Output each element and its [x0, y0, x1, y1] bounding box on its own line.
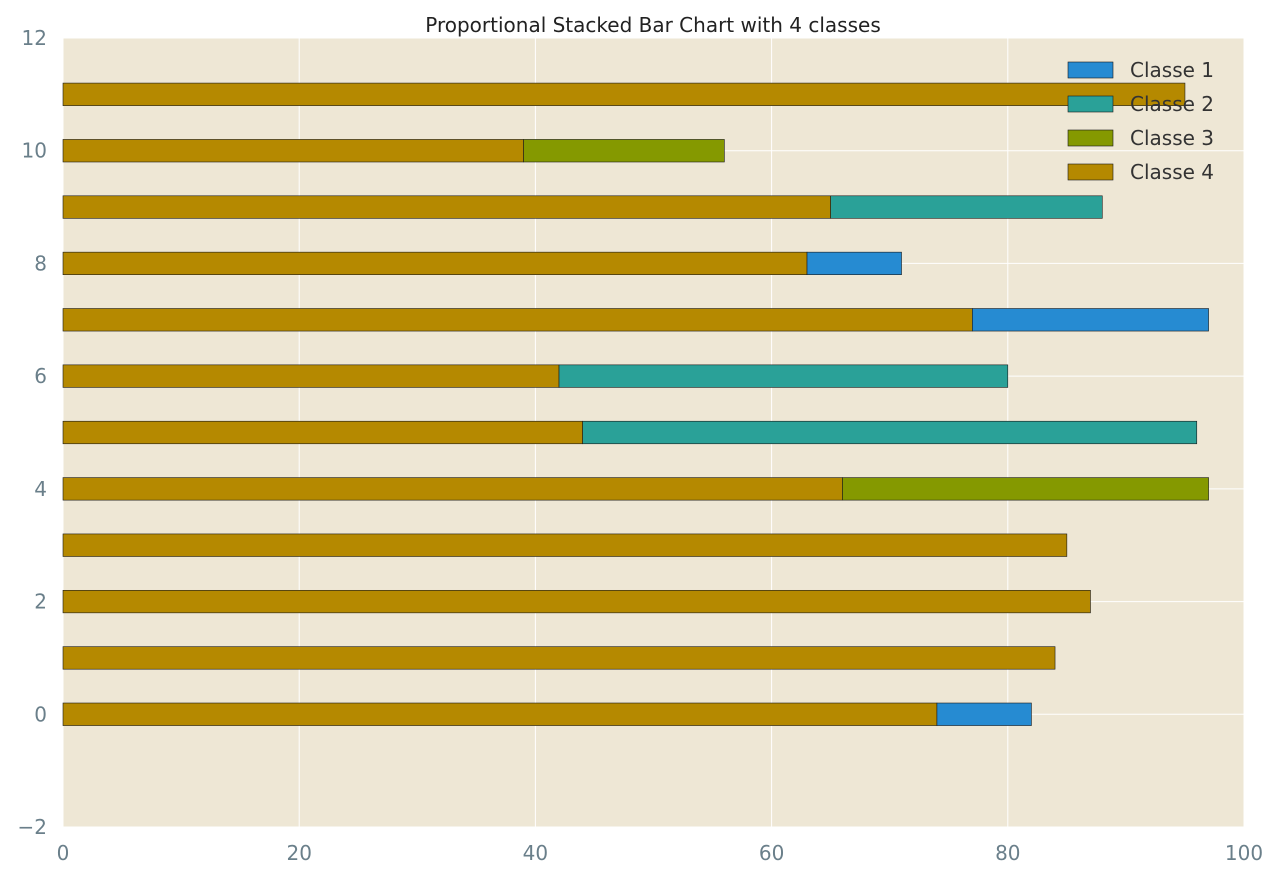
y-tick-label: 12: [22, 26, 47, 50]
axes: 0 20 40 60 80 100 −2 0 2 4 6 8 10 12: [18, 26, 1264, 865]
legend-swatch: [1067, 129, 1114, 147]
bar-segment-classe-4-row-10: [62, 139, 524, 163]
bar-segment-classe-4-row-3: [62, 533, 1068, 557]
bar-segment-classe-4-row-1: [62, 646, 1056, 670]
bar-segment-classe-4-row-9: [62, 195, 831, 219]
bar-segment-classe-2-row-9: [830, 195, 1103, 219]
bar-segment-classe-4-row-11: [62, 82, 1186, 106]
bar-segment-classe-3-row-4: [842, 477, 1209, 501]
bar-segment-classe-2-row-5: [582, 420, 1198, 445]
chart-title: Proportional Stacked Bar Chart with 4 cl…: [425, 13, 881, 37]
y-tick-label: 0: [34, 702, 47, 726]
bar-segment-classe-2-row-6: [558, 364, 1009, 388]
y-tick-label: 4: [34, 477, 47, 501]
y-tick-label: 2: [34, 590, 47, 614]
x-tick-label: 0: [57, 841, 70, 865]
x-tick-label: 80: [995, 841, 1020, 865]
y-tick-label: −2: [18, 815, 47, 839]
bar-segment-classe-3-row-10: [523, 139, 725, 163]
legend: Classe 1 Classe 2 Classe 3 Classe 4: [1067, 58, 1214, 184]
bar-segment-classe-4-row-4: [62, 477, 843, 501]
bar-segment-classe-4-row-6: [62, 364, 560, 388]
legend-label: Classe 4: [1130, 160, 1214, 184]
x-tick-label: 100: [1225, 841, 1263, 865]
bars: [62, 82, 1209, 726]
bar-segment-classe-4-row-0: [62, 702, 938, 726]
bar-segment-classe-1-row-8: [806, 251, 902, 276]
bar-segment-classe-1-row-0: [936, 702, 1032, 726]
bar-segment-classe-4-row-8: [62, 251, 808, 276]
legend-label: Classe 3: [1130, 126, 1214, 150]
bar-segment-classe-4-row-5: [62, 420, 583, 445]
legend-label: Classe 1: [1130, 58, 1214, 82]
legend-swatch: [1067, 163, 1114, 181]
legend-label: Classe 2: [1130, 92, 1214, 116]
bar-segment-classe-4-row-7: [62, 308, 973, 332]
legend-swatch: [1067, 95, 1114, 113]
bar-segment-classe-4-row-2: [62, 589, 1091, 614]
y-tick-label: 8: [34, 251, 47, 275]
bar-segment-classe-1-row-7: [972, 308, 1209, 332]
x-tick-label: 60: [759, 841, 784, 865]
x-tick-label: 20: [286, 841, 311, 865]
y-tick-label: 6: [34, 364, 47, 388]
legend-swatch: [1067, 61, 1114, 79]
y-tick-label: 10: [22, 139, 47, 163]
x-tick-label: 40: [523, 841, 548, 865]
